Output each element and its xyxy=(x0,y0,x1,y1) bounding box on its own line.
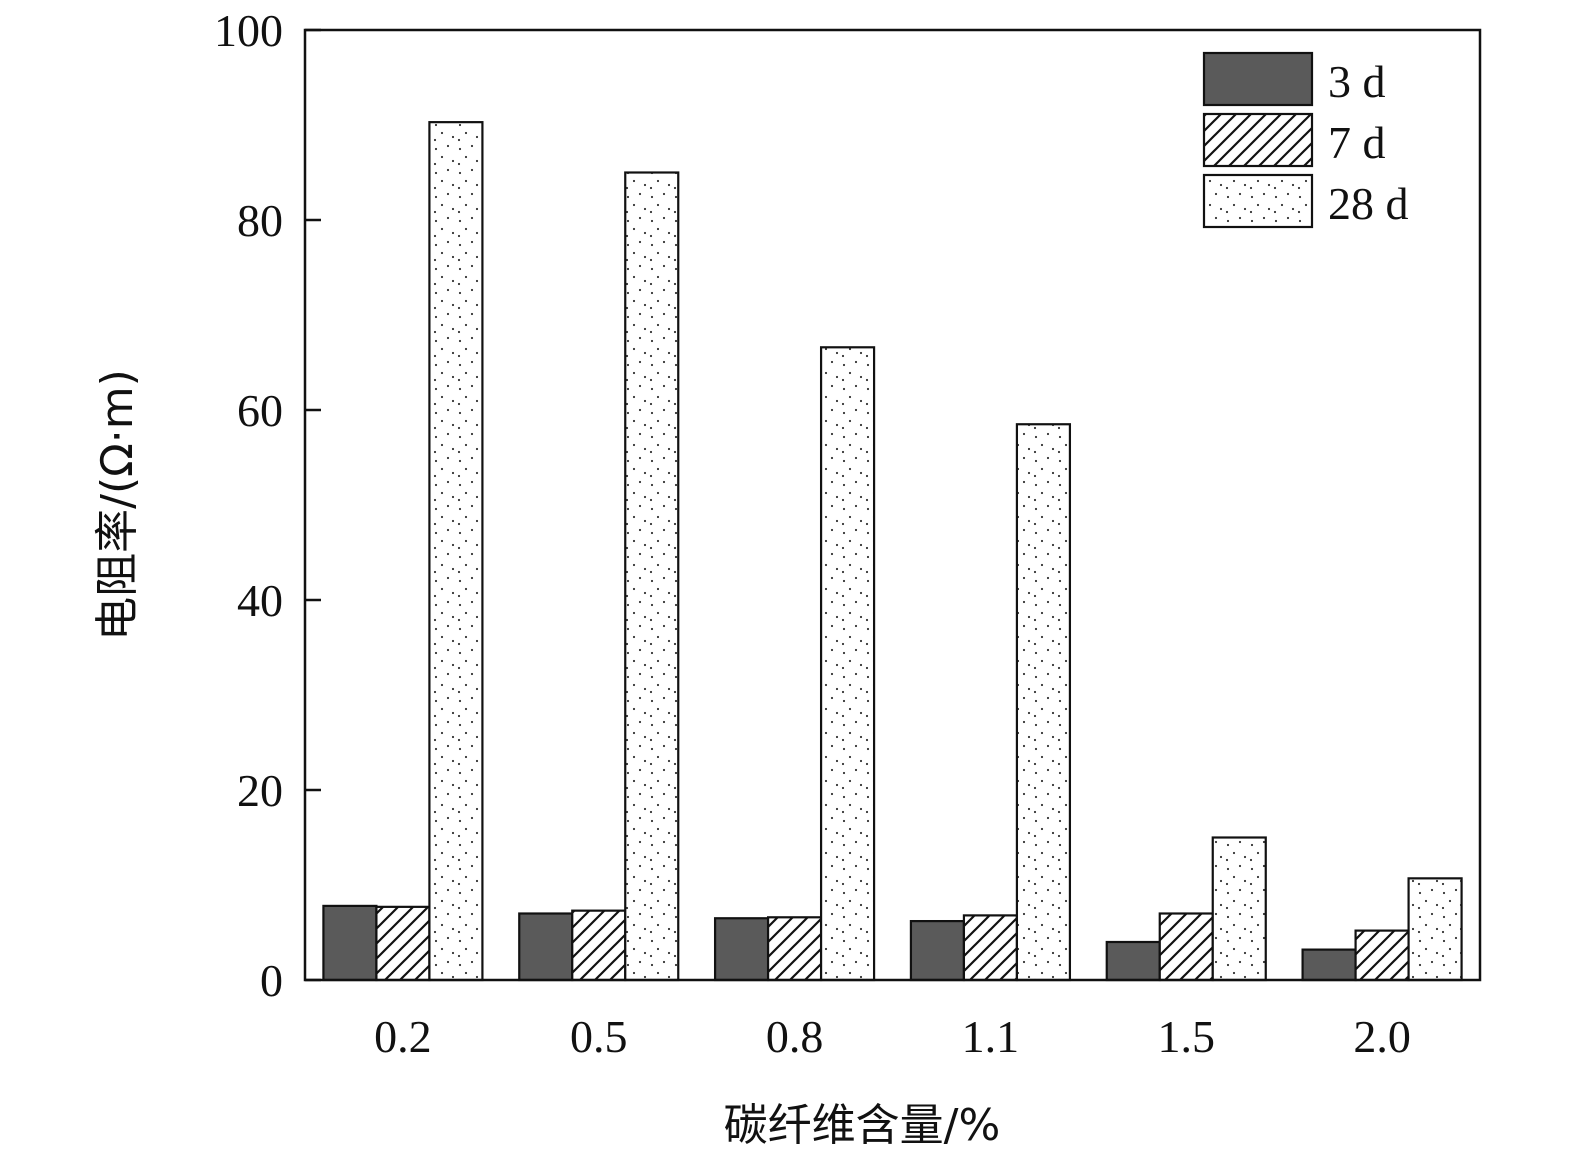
bar-28d-2.0 xyxy=(1407,877,1463,982)
bar-7d-0.8 xyxy=(766,916,823,982)
bar-28d-0.8 xyxy=(819,346,876,982)
x-tick-label: 1.1 xyxy=(962,1011,1020,1062)
y-tick-label: 20 xyxy=(237,765,283,816)
bar-28d-0.5 xyxy=(624,171,680,982)
bar-3d-1.1 xyxy=(909,919,966,982)
legend-swatch-28d xyxy=(1202,173,1314,229)
x-axis: 0.2 0.5 0.8 1.1 1.5 2.0 xyxy=(374,1011,1411,1062)
x-axis-title: 碳纤维含量/% xyxy=(724,1100,1001,1151)
bar-7d-1.5 xyxy=(1158,912,1214,982)
x-tick-label: 0.8 xyxy=(766,1011,824,1062)
bar-7d-1.1 xyxy=(962,914,1019,982)
x-tick-label: 0.2 xyxy=(374,1011,432,1062)
bar-3d-2.0 xyxy=(1301,948,1357,982)
bar-3d-0.2 xyxy=(322,904,378,982)
y-axis: 0 20 40 60 80 100 xyxy=(214,5,321,1006)
bar-3d-1.5 xyxy=(1105,940,1161,982)
legend-label: 28 d xyxy=(1328,178,1409,229)
bar-3d-0.8 xyxy=(713,917,770,982)
y-tick-label: 60 xyxy=(237,385,283,436)
y-axis-title: 电阻率/(Ω·m) xyxy=(92,369,143,641)
x-tick-label: 1.5 xyxy=(1158,1011,1216,1062)
bar-28d-0.2 xyxy=(428,121,484,982)
y-tick-label: 0 xyxy=(260,955,283,1006)
y-tick-label: 100 xyxy=(214,5,283,56)
bar-28d-1.1 xyxy=(1015,423,1072,982)
y-tick-label: 80 xyxy=(237,195,283,246)
bars xyxy=(322,121,1463,982)
bar-7d-0.5 xyxy=(571,909,627,982)
bar-7d-0.2 xyxy=(375,905,431,982)
legend: 3 d 7 d 28 d xyxy=(1202,51,1409,229)
legend-swatch-7d xyxy=(1202,112,1314,168)
bar-7d-2.0 xyxy=(1354,929,1410,982)
bar-28d-1.5 xyxy=(1211,836,1267,982)
x-tick-label: 0.5 xyxy=(570,1011,628,1062)
legend-swatch-3d xyxy=(1202,51,1314,107)
y-tick-label: 40 xyxy=(237,575,283,626)
plot-frame xyxy=(303,28,1482,982)
bar-3d-0.5 xyxy=(518,912,574,982)
x-tick-label: 2.0 xyxy=(1353,1011,1411,1062)
legend-label: 7 d xyxy=(1328,117,1386,168)
legend-label: 3 d xyxy=(1328,56,1386,107)
